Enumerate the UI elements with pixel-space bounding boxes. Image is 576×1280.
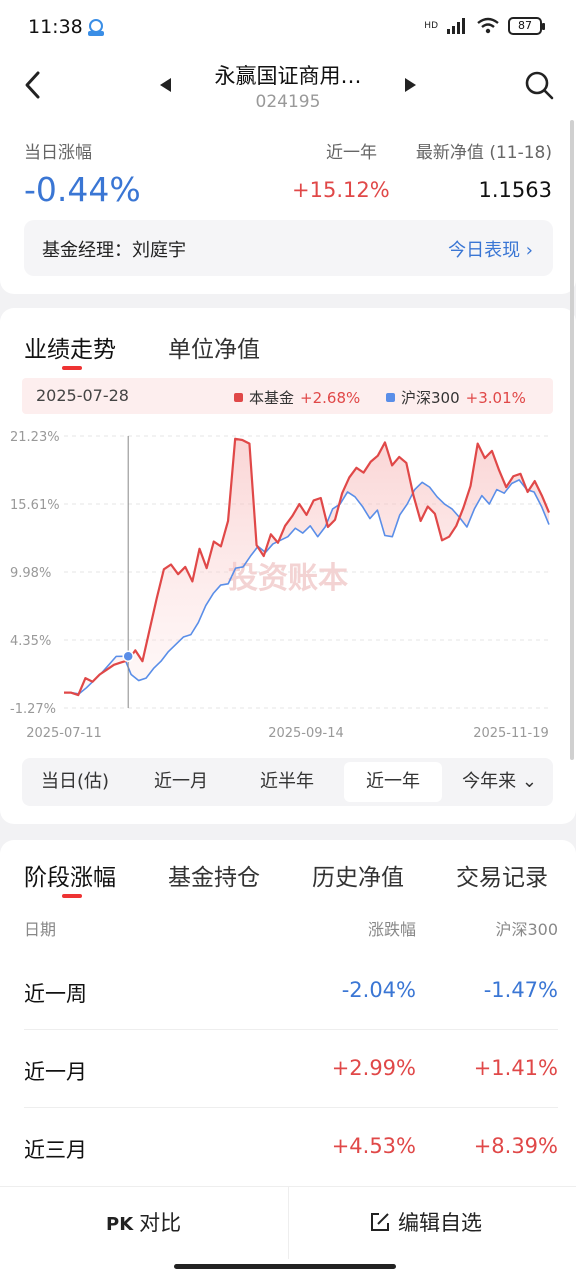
row-period: 近一周	[24, 982, 87, 1006]
pk-icon: PK	[106, 1214, 134, 1235]
bottom-divider	[288, 1187, 289, 1259]
y-tick-label: 9.98%	[10, 566, 51, 581]
range-option[interactable]: 今年来 ⌄	[462, 771, 537, 792]
nav-label: 最新净值 (11-18)	[415, 143, 552, 163]
range-selector: 当日(估) 近一月 近半年 近一年 今年来 ⌄	[22, 758, 553, 806]
next-fund-icon[interactable]	[404, 78, 416, 92]
daily-change-label: 当日涨幅	[24, 143, 92, 163]
compare-button[interactable]: PK 对比	[106, 1207, 181, 1237]
index-color-swatch	[386, 393, 395, 402]
battery-icon: 87	[508, 17, 545, 35]
x-tick-label: 2025-11-19	[473, 726, 549, 741]
row-index-change: -1.47%	[483, 978, 558, 1002]
back-arrow-icon[interactable]	[22, 70, 44, 100]
summary-card: 当日涨幅 近一年 最新净值 (11-18) -0.44% +15.12% 1.1…	[0, 120, 576, 294]
row-index-change: +8.39%	[473, 1134, 558, 1158]
column-change: 涨跌幅	[367, 920, 416, 939]
tab-unit-nav[interactable]: 单位净值	[168, 337, 260, 363]
fund-code: 024195	[255, 92, 321, 112]
row-fund-change: -2.04%	[341, 978, 416, 1002]
manager-name: 基金经理：刘庭宇	[42, 240, 186, 261]
home-indicator[interactable]	[174, 1264, 396, 1269]
index-line	[64, 479, 550, 695]
tab-holdings[interactable]: 基金持仓	[168, 865, 260, 891]
previous-fund-icon[interactable]	[160, 78, 172, 92]
edit-watchlist-button[interactable]: 编辑自选	[370, 1207, 482, 1237]
range-option[interactable]: 近半年	[260, 771, 314, 792]
chart-card: 业绩走势 单位净值 2025-07-28 本基金 +2.68% 沪深300 +3.0…	[0, 308, 576, 824]
table-row: 近一周 -2.04% -1.47%	[24, 952, 558, 1030]
legend-index-name: 沪深300	[401, 389, 460, 407]
y-tick-label: 15.61%	[10, 498, 60, 513]
legend-fund-pct: +2.68%	[300, 389, 361, 407]
status-bar: 11:38 HD 87	[0, 0, 576, 56]
daily-change-value: -0.44%	[24, 170, 141, 209]
fund-area-fill	[64, 438, 549, 696]
column-date: 日期	[24, 920, 57, 939]
range-option[interactable]: 当日(估)	[40, 771, 110, 792]
legend-date: 2025-07-28	[36, 386, 129, 405]
signal-icon	[447, 18, 465, 34]
table-row: 近一月 +2.99% +1.41%	[24, 1030, 558, 1108]
wifi-icon	[477, 17, 499, 34]
column-hs300: 沪深300	[495, 920, 558, 939]
fund-line	[64, 437, 551, 697]
search-icon[interactable]	[524, 70, 554, 100]
crosshair-point	[122, 650, 134, 663]
fund-name: 永赢国证商用…	[214, 64, 362, 88]
y-tick-label: -1.27%	[10, 702, 56, 717]
legend-index: 沪深300 +3.01%	[386, 387, 526, 408]
range-option[interactable]: 近一年	[344, 762, 442, 802]
status-time: 11:38	[28, 16, 83, 38]
row-fund-change: +4.53%	[331, 1134, 416, 1158]
year-change-label: 近一年	[326, 143, 377, 163]
nav-value: 1.1563	[478, 178, 552, 202]
tab-stage-returns[interactable]: 阶段涨幅	[24, 865, 116, 891]
chart-legend: 2025-07-28 本基金 +2.68% 沪深300 +3.01%	[22, 378, 553, 414]
tab-trade-records[interactable]: 交易记录	[456, 865, 548, 891]
tab-history-nav[interactable]: 历史净值	[312, 865, 404, 891]
app-notification-icon	[88, 19, 104, 36]
hd-label: HD	[424, 21, 438, 31]
performance-chart[interactable]: 投资账本 21.23% 15.61% 9.98% 4.35% -1.27% 2025-07…	[0, 426, 576, 746]
x-tick-label: 2025-09-14	[268, 726, 344, 741]
legend-index-pct: +3.01%	[465, 389, 526, 407]
top-nav: 永赢国证商用… 024195	[0, 56, 576, 120]
today-performance-link[interactable]: 今日表现 ›	[448, 240, 533, 261]
fund-color-swatch	[234, 393, 243, 402]
table-row: 近三月 +4.53% +8.39%	[24, 1108, 558, 1186]
legend-fund-name: 本基金	[249, 389, 295, 407]
active-tab-indicator	[62, 366, 82, 370]
legend-fund: 本基金 +2.68%	[234, 387, 360, 408]
row-period: 近三月	[24, 1138, 87, 1162]
year-change-value: +15.12%	[292, 178, 390, 202]
row-index-change: +1.41%	[473, 1056, 558, 1080]
compare-label: 对比	[139, 1211, 182, 1235]
y-tick-label: 21.23%	[10, 430, 60, 445]
section-tab-indicator	[62, 894, 82, 898]
row-period: 近一月	[24, 1060, 87, 1084]
manager-bar[interactable]: 基金经理：刘庭宇 今日表现 ›	[24, 220, 553, 276]
watermark: 投资账本	[228, 561, 348, 596]
edit-icon	[371, 1213, 389, 1231]
edit-label: 编辑自选	[398, 1211, 482, 1235]
scrollbar[interactable]	[570, 120, 574, 760]
x-tick-label: 2025-07-11	[26, 726, 102, 741]
y-tick-label: 4.35%	[10, 634, 51, 649]
row-fund-change: +2.99%	[331, 1056, 416, 1080]
range-option[interactable]: 近一月	[154, 771, 208, 792]
tab-performance-trend[interactable]: 业绩走势	[24, 337, 116, 363]
